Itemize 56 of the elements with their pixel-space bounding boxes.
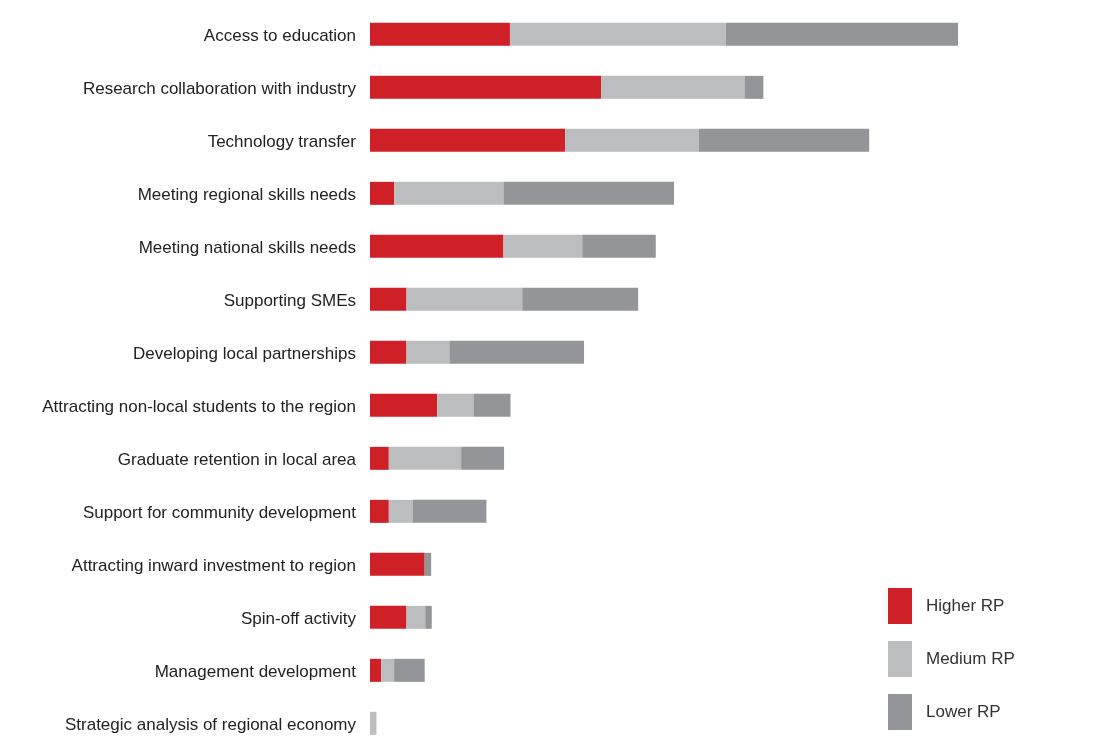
bar xyxy=(509,22,726,46)
bar xyxy=(370,605,407,629)
y-tick-label: Meeting national skills needs xyxy=(138,237,356,257)
y-tick-label: Developing local partnerships xyxy=(132,343,356,363)
bar xyxy=(473,393,511,417)
y-tick-label: Graduate retention in local area xyxy=(117,449,357,469)
bar xyxy=(406,287,523,311)
bar xyxy=(370,499,389,523)
y-tick-label: Supporting SMEs xyxy=(223,290,356,310)
bar xyxy=(425,605,432,629)
bar xyxy=(503,234,583,258)
bar xyxy=(601,75,745,99)
bar xyxy=(370,658,382,682)
bar xyxy=(406,605,426,629)
bar xyxy=(698,128,870,152)
bar xyxy=(437,393,474,417)
y-tick-label: Spin-off activity xyxy=(241,608,357,628)
y-tick-label: Attracting non-local students to the region xyxy=(42,396,356,416)
y-tick-label: Management development xyxy=(154,661,357,681)
bar xyxy=(461,446,505,470)
bar xyxy=(388,446,462,470)
legend-label: Lower RP xyxy=(926,702,1001,722)
bar xyxy=(370,552,425,576)
y-tick-label: Strategic analysis of regional economy xyxy=(64,714,357,734)
bar xyxy=(370,711,377,735)
bar xyxy=(406,340,450,364)
bar xyxy=(370,75,602,99)
bar xyxy=(388,499,413,523)
bar xyxy=(522,287,639,311)
bar xyxy=(412,499,487,523)
y-tick-label: Research collaboration with industry xyxy=(82,78,357,98)
legend-label: Higher RP xyxy=(926,596,1005,616)
bar xyxy=(370,181,395,205)
y-tick-label: Access to education xyxy=(203,25,356,45)
bar xyxy=(370,234,504,258)
bar xyxy=(370,340,407,364)
bar xyxy=(565,128,699,152)
bar xyxy=(370,128,566,152)
y-tick-label: Meeting regional skills needs xyxy=(137,184,356,204)
bar xyxy=(370,393,438,417)
bar xyxy=(370,22,510,46)
y-tick-label: Support for community development xyxy=(82,502,357,522)
bar xyxy=(449,340,585,364)
bar xyxy=(503,181,674,205)
bar xyxy=(381,658,395,682)
bar xyxy=(582,234,656,258)
bar xyxy=(394,181,504,205)
bar xyxy=(424,552,432,576)
bar xyxy=(370,287,407,311)
legend-label: Medium RP xyxy=(926,649,1015,669)
bar xyxy=(725,22,958,46)
bar xyxy=(394,658,425,682)
bar xyxy=(744,75,764,99)
y-tick-label: Attracting inward investment to region xyxy=(71,555,356,575)
bar xyxy=(370,446,389,470)
y-tick-label: Technology transfer xyxy=(207,131,357,151)
